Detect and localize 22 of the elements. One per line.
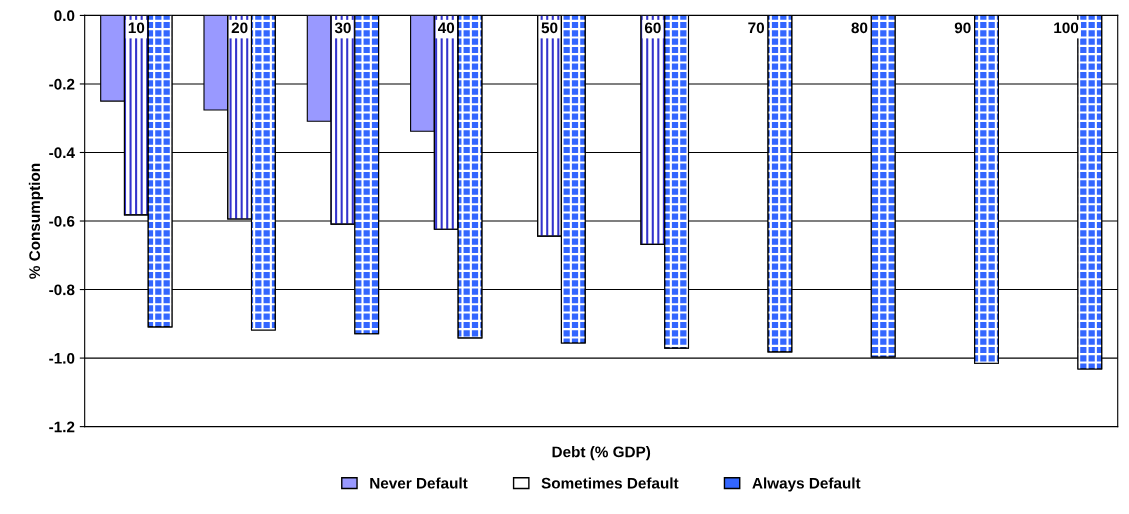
legend-label: Never Default bbox=[370, 477, 468, 489]
legend-label: Always Default bbox=[752, 477, 861, 492]
x-axis-title: Debt (% GDP) bbox=[552, 446, 651, 461]
x-tick-label: 30 bbox=[334, 22, 351, 34]
y-tick-label: -0.2 bbox=[49, 78, 75, 90]
y-tick-label: -0.4 bbox=[49, 147, 75, 159]
x-tick-label: 80 bbox=[851, 22, 868, 34]
x-tick-label: 10 bbox=[128, 22, 145, 34]
y-tick-label: -0.6 bbox=[49, 215, 75, 227]
legend-label: Sometimes Default bbox=[541, 477, 679, 489]
x-tick-label: 90 bbox=[954, 22, 971, 34]
x-tick-label: 50 bbox=[541, 22, 558, 34]
x-tick-label: 70 bbox=[748, 22, 765, 34]
x-tick-label: 20 bbox=[231, 22, 248, 34]
y-tick-label: -1.2 bbox=[49, 421, 75, 433]
x-tick-label: 60 bbox=[644, 22, 661, 34]
y-tick-label: -1.0 bbox=[49, 352, 75, 364]
x-tick-label: 100 bbox=[1054, 22, 1079, 34]
y-tick-label: -0.8 bbox=[49, 284, 75, 296]
y-axis-title: % Consumption bbox=[28, 163, 44, 279]
y-tick-label: 0.0 bbox=[54, 10, 75, 22]
x-tick-label: 40 bbox=[437, 22, 455, 34]
